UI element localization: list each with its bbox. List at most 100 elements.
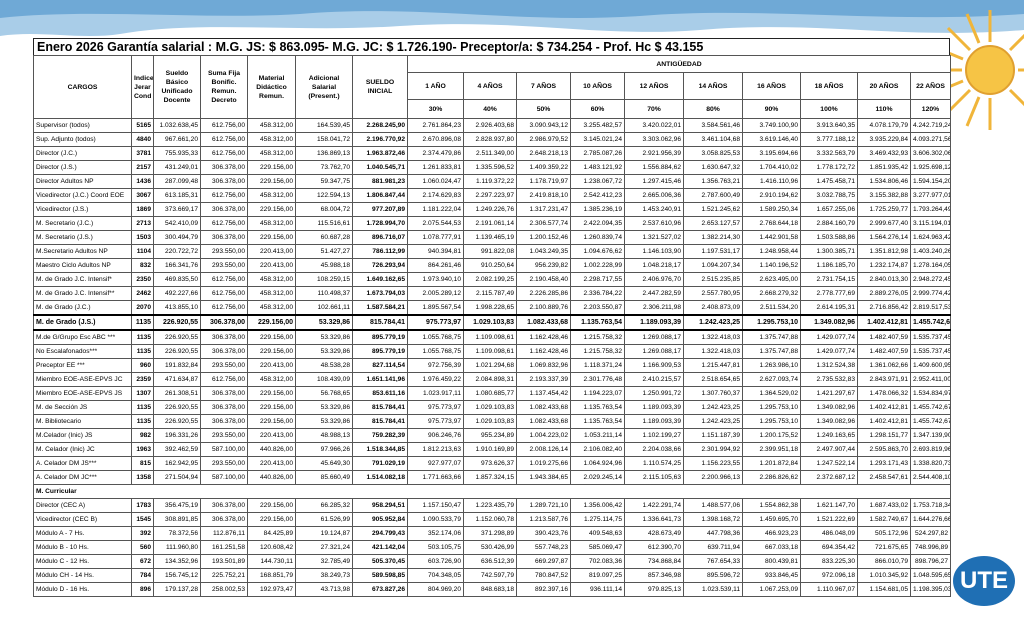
amount: 2.785.087,26: [570, 146, 625, 161]
amount: 1.263.986,10: [742, 358, 801, 373]
amount: 3.332.563,79: [800, 146, 858, 161]
amount: 1.242.423,25: [683, 400, 743, 415]
amount: 1.067.253,09: [742, 582, 801, 597]
amount: 2.731.754,15: [800, 272, 858, 287]
amount: 505.370,45: [352, 554, 408, 569]
amount: 2.614.195,31: [800, 300, 858, 316]
amount: 1.242.423,25: [683, 414, 743, 429]
header-line: Básico: [165, 79, 189, 86]
amount: 1.453.240,91: [624, 202, 684, 217]
amount: 927.977,07: [407, 456, 464, 471]
amount: 471.634,87: [153, 372, 201, 387]
amount: 2.075.544,53: [407, 216, 464, 231]
amount: 61.526,99: [295, 512, 353, 527]
data-row: Vicedirector (J.C.) Coord EOE 3067 613.185…: [33, 188, 951, 203]
amount: 1.594.154,20: [910, 174, 951, 189]
amount: 112.876,11: [200, 526, 248, 541]
amount: 1.455.742,67: [910, 314, 951, 331]
amount: 612.756,00: [200, 272, 248, 287]
amount: 3.619.146,40: [742, 132, 801, 147]
amount: 2157: [131, 160, 154, 175]
amount: 833.225,30: [800, 554, 858, 569]
amount: 1.162.428,46: [516, 329, 571, 345]
amount: 958.294,51: [352, 498, 408, 513]
position-name: Módulo B - 10 Hs.: [33, 540, 132, 555]
amount: 1.215.447,81: [683, 358, 743, 373]
amount: 2.693.819,96: [910, 442, 951, 457]
amount: 2.948.272,45: [910, 272, 951, 287]
amount: 1.004.223,02: [516, 428, 571, 443]
position-name: Módulo CH - 14 Hs.: [33, 568, 132, 583]
amount: 2.226.285,86: [516, 286, 571, 301]
data-row: Módulo D - 16 Hs. 896 179.137,28 258.002,53…: [33, 582, 951, 597]
amount: 492.227,66: [153, 286, 201, 301]
amount: 1.482.407,59: [857, 344, 911, 359]
amount: 2.200.966,13: [683, 470, 743, 485]
amount: 1.197.531,17: [683, 244, 743, 259]
position-name: M. de Sección JS: [33, 400, 132, 415]
position-name: Maestro Ciclo Adultos NP: [33, 258, 132, 273]
amount: 1.624.963,42: [910, 230, 951, 245]
amount: 1.385.236,19: [570, 202, 625, 217]
amount: 1.029.103,83: [463, 314, 517, 331]
amount: 3.777.188,12: [800, 132, 858, 147]
amount: 1.194.223,07: [570, 386, 625, 401]
amount: 1.347.139,90: [910, 428, 951, 443]
amount: 161.251,58: [200, 540, 248, 555]
amount: 53.329,86: [295, 314, 353, 331]
amount: 1.152.060,78: [463, 512, 517, 527]
section-row: M. Curricular: [33, 484, 951, 499]
amount: 179.137,28: [153, 582, 201, 597]
header-line: Jerar: [134, 83, 151, 91]
amount: 936.111,14: [570, 582, 625, 597]
amount: 300.494,79: [153, 230, 201, 245]
amount: 1.297.415,46: [624, 174, 684, 189]
position-name: Miembro EOE-ASE-EPVS JS: [33, 386, 132, 401]
percentage-header: 120%: [910, 99, 951, 119]
amount: 1.162.428,46: [516, 344, 571, 359]
amount: 1.321.527,02: [624, 230, 684, 245]
section-label: M. Curricular: [33, 484, 951, 499]
amount: 3.913.640,35: [800, 118, 858, 133]
amount: 933.846,45: [742, 568, 801, 583]
header-line: CARGOS: [67, 83, 98, 91]
year-header: 10 AÑOS: [570, 72, 625, 100]
amount: 2.100.889,76: [516, 300, 571, 316]
amount: 603.726,90: [407, 554, 464, 569]
amount: 440.826,00: [247, 442, 296, 457]
data-row: Preceptor EE *** 960 191.832,84 293.550,00 2…: [33, 358, 951, 373]
amount: 612.756,00: [200, 118, 248, 133]
amount: 2.840.013,30: [857, 272, 911, 287]
amount: 1.295.753,10: [742, 414, 801, 429]
data-row: M.de G/Grupo Esc ABC *** 1135 226.920,55 30…: [33, 329, 951, 345]
amount: 800.439,81: [742, 554, 801, 569]
amount: 2.627.093,74: [742, 372, 801, 387]
amount: 306.378,00: [200, 386, 248, 401]
amount: 356.475,19: [153, 498, 201, 513]
amount: 669.297,87: [516, 554, 571, 569]
data-row: M. Celador (Inic) JC 1963 392.462,59 587.10…: [33, 442, 951, 457]
amount: 524.297,82: [910, 526, 951, 541]
amount: 1.725.259,77: [857, 202, 911, 217]
amount: 458.312,00: [247, 132, 296, 147]
amount: 1.651.141,96: [352, 372, 408, 387]
amount: 229.156,00: [247, 414, 296, 429]
column-header: Material Didáctico Remun.: [247, 55, 296, 119]
amount: 306.378,00: [200, 498, 248, 513]
data-row: Vicedirector (J.S.) 1869 373.669,17 306.378…: [33, 202, 951, 217]
amount: 1.248.958,44: [742, 244, 801, 259]
amount: 2.419.818,10: [516, 188, 571, 203]
amount: 1.232.174,87: [857, 258, 911, 273]
amount: 45.649,30: [295, 456, 353, 471]
amount: 1.535.737,45: [910, 344, 951, 359]
amount: 59.347,75: [295, 174, 353, 189]
data-row: Módulo B - 10 Hs. 560 111.960,80 161.251,58…: [33, 540, 951, 555]
position-name: Sup. Adjunto (todos): [33, 132, 132, 147]
amount: 287.099,48: [153, 174, 201, 189]
amount: 1.307.760,37: [683, 386, 743, 401]
position-name: Director (J.C.): [33, 146, 132, 161]
amount: 1.080.685,77: [463, 386, 517, 401]
amount: 2359: [131, 372, 154, 387]
amount: 2.203.550,87: [570, 300, 625, 316]
